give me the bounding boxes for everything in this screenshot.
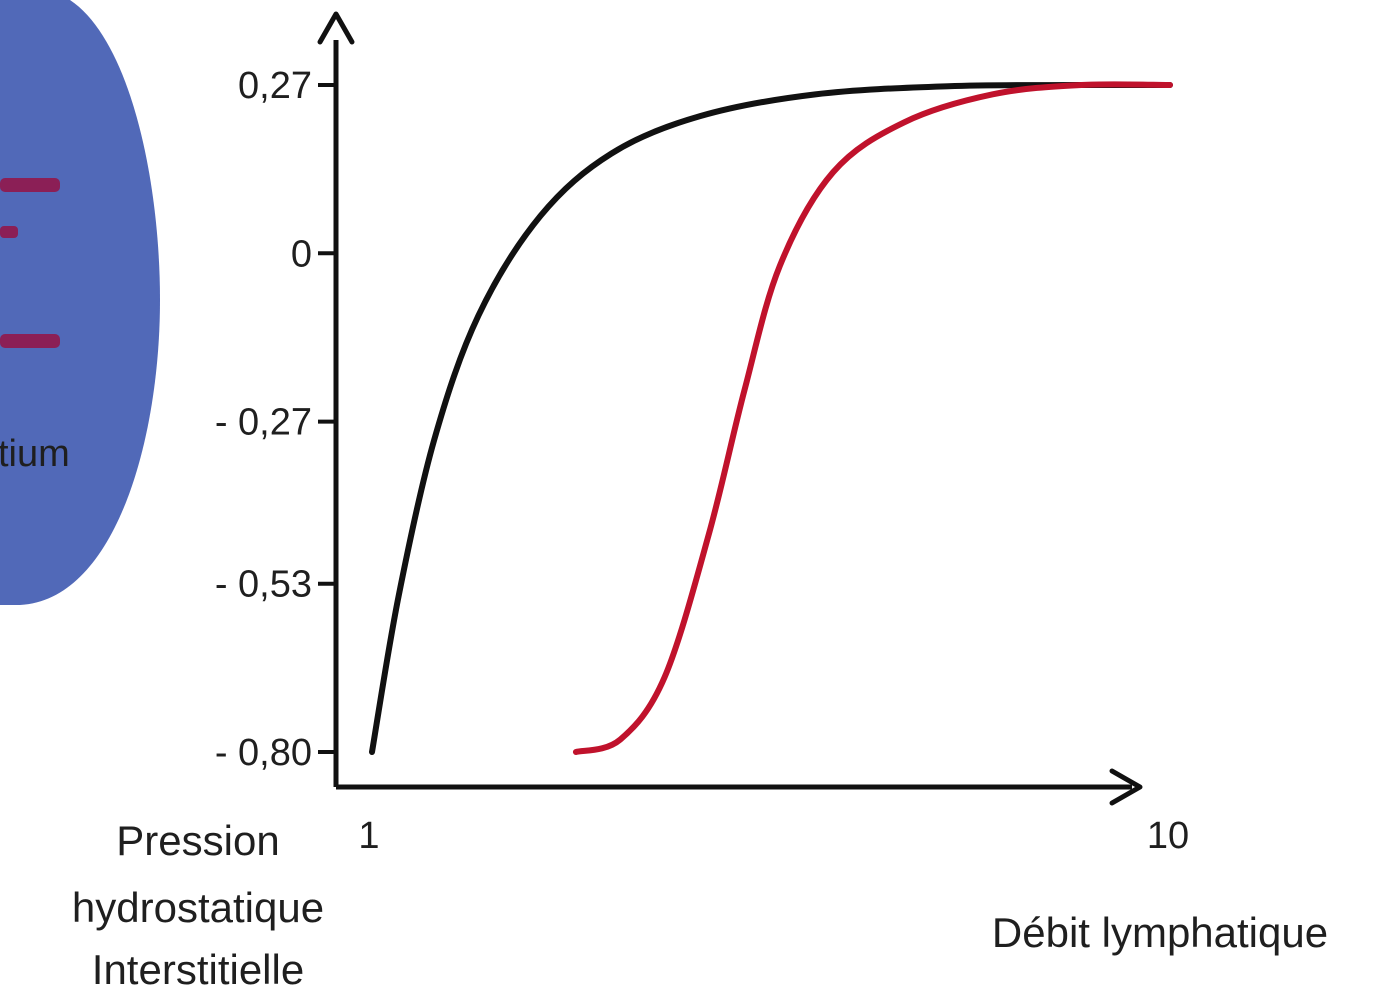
y-tick-label: - 0,80 <box>215 732 312 774</box>
x-axis-title: Débit lymphatique <box>992 909 1328 956</box>
x-tick-label: 10 <box>1147 815 1189 857</box>
y-axis-title-line: hydrostatique <box>72 884 324 931</box>
y-axis-title-line: Interstitielle <box>92 946 304 993</box>
panel-mark-small <box>0 226 18 238</box>
y-tick-label: - 0,27 <box>215 402 312 444</box>
chart-series-layer <box>369 81 1173 755</box>
x-axis-arrowhead <box>1109 768 1143 806</box>
black-curve <box>369 81 1173 755</box>
panel-mark-top <box>0 178 60 192</box>
chart-axes <box>317 11 1143 806</box>
chart-labels-layer: 0,27 0 - 0,27 - 0,53 - 0,80 1 10 Débit lymphati… <box>72 65 1328 993</box>
red-curve <box>572 81 1173 755</box>
y-axis-title-line: Pression <box>116 817 279 864</box>
interstitium-label: tium <box>0 433 70 475</box>
side-panel: tium <box>0 0 160 605</box>
y-tick-label: - 0,53 <box>215 564 312 606</box>
y-tick-label: 0,27 <box>238 65 312 107</box>
interstitium-ellipse <box>0 0 160 605</box>
y-tick-label: 0 <box>291 233 312 275</box>
x-tick-label: 1 <box>358 815 379 857</box>
panel-mark-bottom <box>0 334 60 348</box>
y-axis-arrowhead <box>317 11 355 45</box>
